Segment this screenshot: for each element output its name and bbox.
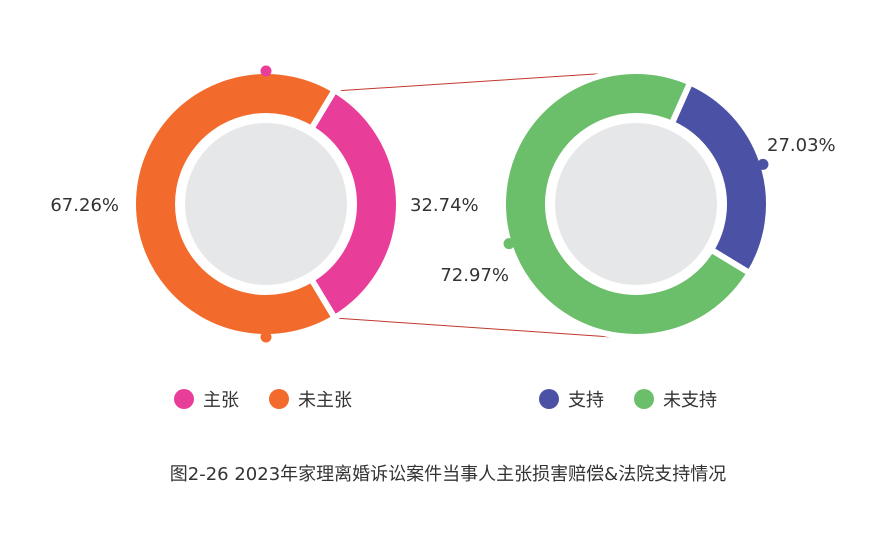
legend-label-not-claimed: 未主张 bbox=[298, 390, 352, 411]
donut-1-slice-1 bbox=[307, 85, 402, 323]
donut-1-slice-2 bbox=[130, 68, 339, 340]
connector-line-2 bbox=[333, 317, 627, 339]
legend-label-supported: 支持 bbox=[568, 390, 604, 411]
donut-chart-2: 27.03% 72.97% bbox=[440, 68, 836, 340]
donut-1-label-1: 32.74% bbox=[410, 195, 479, 216]
legend-label-claimed: 主张 bbox=[203, 390, 239, 411]
legend-item-not-supported: 未支持 bbox=[634, 386, 717, 412]
legend-item-not-claimed: 未主张 bbox=[269, 386, 352, 412]
donut-2-label-1: 27.03% bbox=[767, 135, 836, 156]
donut-2-label-2: 72.97% bbox=[440, 265, 509, 286]
donut-2-slice-2 bbox=[500, 68, 754, 340]
donut-chart-1: 32.74% 67.26% bbox=[50, 65, 479, 343]
figure-caption: 图2-26 2023年家理离婚诉讼案件当事人主张损害赔偿&法院支持情况 bbox=[169, 464, 727, 485]
legend-swatch-not-supported bbox=[634, 389, 654, 409]
donut-1-marker-1 bbox=[260, 65, 272, 77]
donut-1-center bbox=[185, 123, 347, 285]
legend-label-not-supported: 未支持 bbox=[663, 390, 717, 411]
donut-2-marker-1 bbox=[757, 158, 769, 170]
donut-2-center bbox=[555, 123, 717, 285]
legend-swatch-supported bbox=[539, 389, 559, 409]
legend-left: 主张 未主张 bbox=[174, 386, 382, 412]
donut-2-marker-2 bbox=[503, 238, 515, 250]
legend-swatch-claimed bbox=[174, 389, 194, 409]
legend-item-supported: 支持 bbox=[539, 386, 604, 412]
connector-line-1 bbox=[333, 71, 627, 92]
donut-1-label-2: 67.26% bbox=[50, 195, 119, 216]
donut-1-marker-2 bbox=[260, 331, 272, 343]
legend-right: 支持 未支持 bbox=[539, 386, 747, 412]
legend-item-claimed: 主张 bbox=[174, 386, 239, 412]
legend-swatch-not-claimed bbox=[269, 389, 289, 409]
